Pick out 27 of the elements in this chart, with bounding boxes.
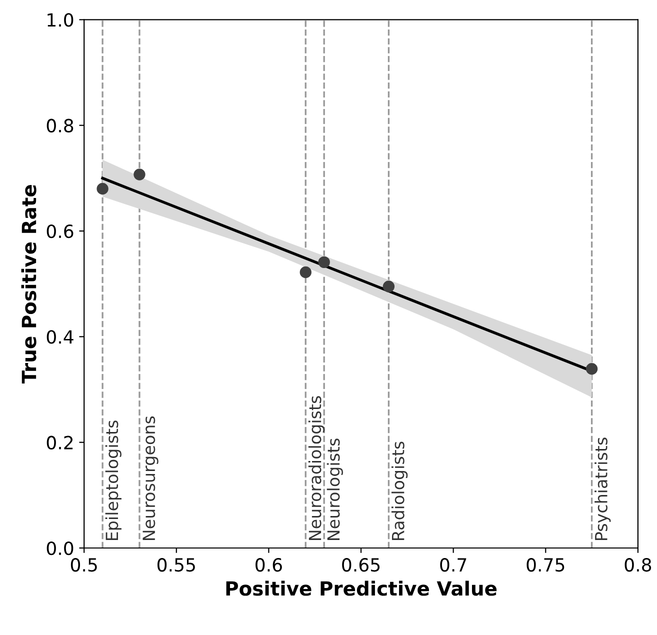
y-tick-label: 0.0 bbox=[46, 541, 74, 556]
x-tick-label: 0.7 bbox=[440, 558, 466, 572]
x-tick-label: 0.65 bbox=[342, 558, 380, 572]
ref-line-label: Epileptologists bbox=[105, 420, 122, 540]
ref-line-label: Psychiatrists bbox=[594, 438, 611, 540]
y-tick-label: 0.8 bbox=[46, 118, 74, 132]
ref-line-label: Neuroradiologists bbox=[308, 396, 325, 540]
point bbox=[96, 182, 108, 195]
y-tick-label: 0.2 bbox=[46, 436, 73, 450]
point bbox=[586, 363, 598, 375]
ref-line-label: Neurosurgeons bbox=[142, 416, 158, 540]
x-tick-label: 0.8 bbox=[624, 558, 652, 572]
ref-line-label: Radiologists bbox=[391, 442, 408, 540]
ref-line-label: Neurologists bbox=[326, 438, 343, 540]
x-tick-label: 0.5 bbox=[70, 558, 97, 572]
y-tick-label: 1.0 bbox=[48, 13, 74, 27]
point bbox=[134, 168, 146, 180]
y-axis-title: True Positive Rate bbox=[21, 185, 36, 384]
x-axis-title: Positive Predictive Value bbox=[226, 580, 497, 596]
x-tick-label: 0.55 bbox=[157, 558, 195, 572]
y-tick-label: 0.6 bbox=[46, 224, 74, 238]
point bbox=[382, 280, 395, 292]
x-tick-label: 0.6 bbox=[256, 558, 282, 572]
x-tick-label: 0.75 bbox=[526, 558, 564, 572]
y-tick-label: 0.4 bbox=[46, 330, 74, 344]
point bbox=[318, 256, 330, 268]
point bbox=[300, 266, 312, 278]
